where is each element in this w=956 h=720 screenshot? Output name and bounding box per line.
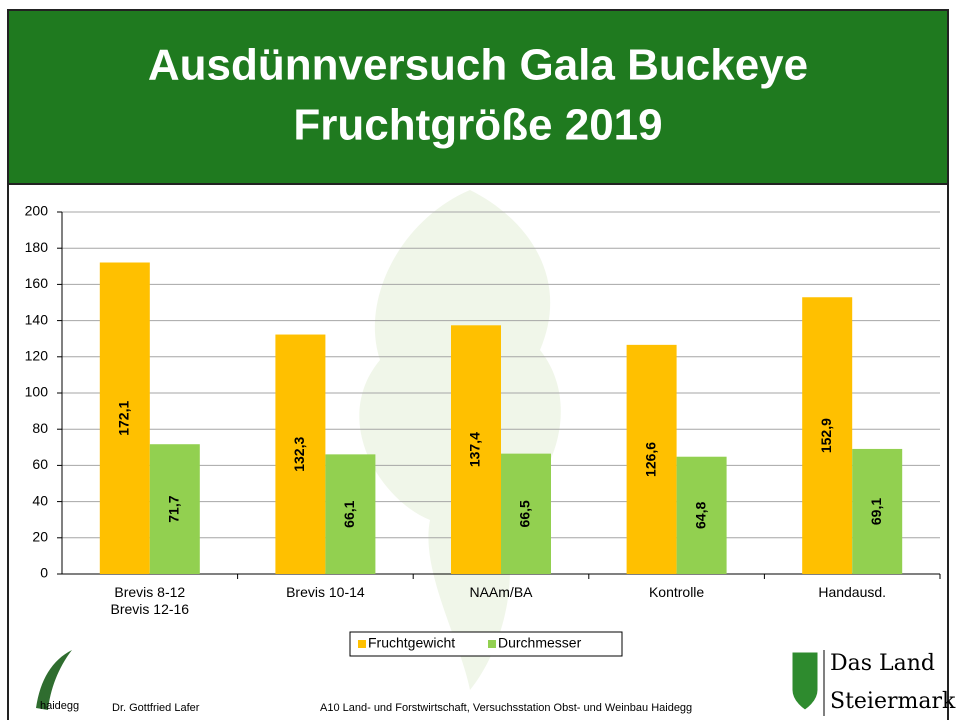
x-tick-label: Handausd. [767,584,937,601]
value-label: 126,6 [642,442,658,477]
logo-text: haidegg [40,700,79,712]
x-tick-label: NAAm/BA [416,584,586,601]
legend-label: Durchmesser [498,635,582,651]
y-tick-label: 140 [25,311,49,327]
x-tick-label: Kontrolle [592,584,762,601]
chart-title: Ausdünnversuch Gala Buckeye [148,41,808,90]
value-label: 71,7 [166,495,182,522]
footer-institution: A10 Land- und Forstwirtschaft, Versuchss… [320,702,692,714]
y-tick-label: 200 [25,203,49,219]
header-band [8,10,948,184]
brand-line1: Das Land [830,651,935,676]
brand-line2: Steiermark [830,689,956,714]
y-tick-label: 40 [32,492,48,508]
x-tick-label: Brevis 8-12 Brevis 12-16 [65,584,235,618]
legend-label: Fruchtgewicht [368,635,455,651]
y-tick-label: 60 [32,456,48,472]
y-tick-label: 180 [25,239,49,255]
legend-swatch [488,640,496,648]
value-label: 152,9 [818,418,834,453]
value-label: 66,1 [341,500,357,527]
value-label: 64,8 [692,502,708,529]
y-tick-label: 120 [25,348,49,364]
x-tick-label: Brevis 10-14 [240,584,410,601]
y-tick-label: 100 [25,384,49,400]
y-tick-label: 160 [25,275,49,291]
coat-of-arms [792,652,818,710]
y-tick-label: 80 [32,420,48,436]
y-tick-label: 0 [40,565,48,581]
legend-swatch [358,640,366,648]
value-label: 137,4 [467,432,483,467]
slide: Ausdünnversuch Gala Buckeye Fruchtgröße … [0,0,956,720]
value-label: 172,1 [116,401,132,436]
y-tick-label: 20 [32,529,48,545]
footer-author: Dr. Gottfried Lafer [112,702,200,714]
value-label: 69,1 [868,498,884,525]
chart-subtitle: Fruchtgröße 2019 [293,101,662,150]
value-label: 66,5 [517,500,533,527]
value-label: 132,3 [291,437,307,472]
